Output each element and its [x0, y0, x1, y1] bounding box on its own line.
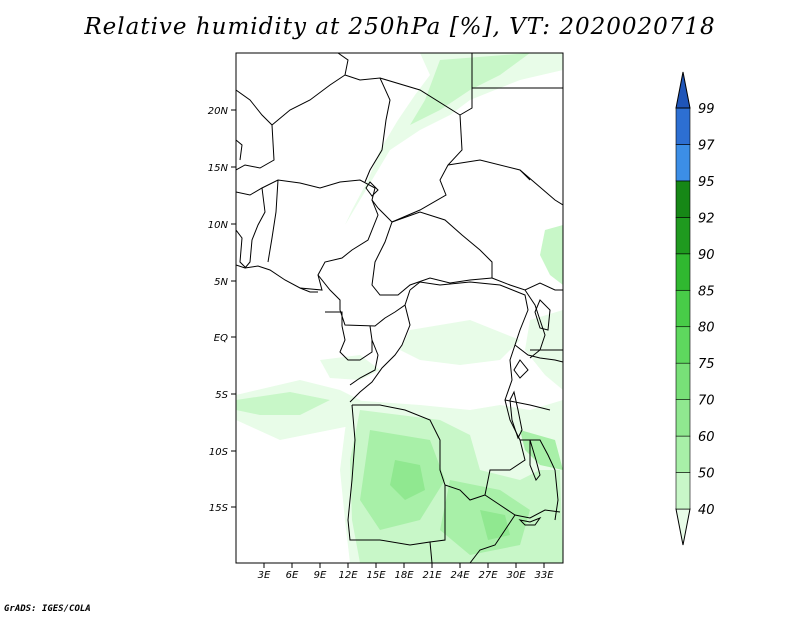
colorbar-label: 40	[698, 503, 715, 518]
lat-label: 15S	[209, 503, 229, 514]
colorbar-label: 90	[698, 248, 715, 263]
colorbar-label: 75	[698, 357, 715, 372]
colorbar-segment	[675, 435, 691, 473]
lon-label: 21E	[422, 570, 442, 581]
colorbar-label: 80	[698, 321, 715, 336]
lat-label: 20N	[208, 106, 229, 117]
lat-label: 10N	[208, 220, 229, 231]
lat-label: 5S	[215, 390, 228, 401]
colorbar: 40 50 60 70 75 80 85 90 92 95 97 99	[675, 71, 715, 546]
lon-label: 9E	[314, 570, 327, 581]
lat-label: 15N	[208, 163, 229, 174]
lon-label: 33E	[534, 570, 554, 581]
colorbar-segment	[675, 253, 691, 291]
humidity-field	[236, 53, 563, 563]
lon-label: 24E	[450, 570, 470, 581]
colorbar-segment	[675, 180, 691, 218]
colorbar-high-arrow	[675, 71, 691, 109]
lat-label: 5N	[214, 277, 228, 288]
colorbar-segment	[675, 289, 691, 328]
lat-label: 10S	[209, 447, 229, 458]
lon-label: 18E	[394, 570, 414, 581]
colorbar-label: 60	[698, 430, 715, 445]
colorbar-label: 95	[698, 175, 715, 190]
colorbar-segment	[675, 399, 691, 437]
lat-label: EQ	[214, 333, 228, 344]
lon-label: 3E	[258, 570, 271, 581]
lon-label: 12E	[338, 570, 358, 581]
axis-ticks	[231, 109, 545, 568]
lon-label: 15E	[366, 570, 386, 581]
colorbar-label: 50	[698, 467, 715, 482]
colorbar-segment	[675, 217, 691, 255]
lon-label: 6E	[286, 570, 299, 581]
country-borders	[236, 53, 563, 563]
colorbar-label: 92	[698, 211, 715, 226]
colorbar-segment	[675, 472, 691, 510]
map-frame	[235, 52, 564, 564]
map-title: Relative humidity at 250hPa [%], VT: 202…	[84, 14, 716, 40]
lon-label: 27E	[478, 570, 498, 581]
credit-label: GrADS: IGES/COLA	[4, 604, 91, 614]
colorbar-label: 99	[698, 102, 715, 117]
colorbar-segment	[675, 144, 691, 182]
colorbar-segment	[675, 326, 691, 364]
colorbar-low-arrow	[675, 508, 691, 546]
lon-label: 30E	[506, 570, 526, 581]
colorbar-label: 97	[698, 138, 715, 153]
colorbar-segment	[675, 362, 691, 400]
colorbar-segment	[675, 107, 691, 145]
colorbar-label: 85	[698, 284, 715, 299]
colorbar-label: 70	[698, 394, 715, 409]
